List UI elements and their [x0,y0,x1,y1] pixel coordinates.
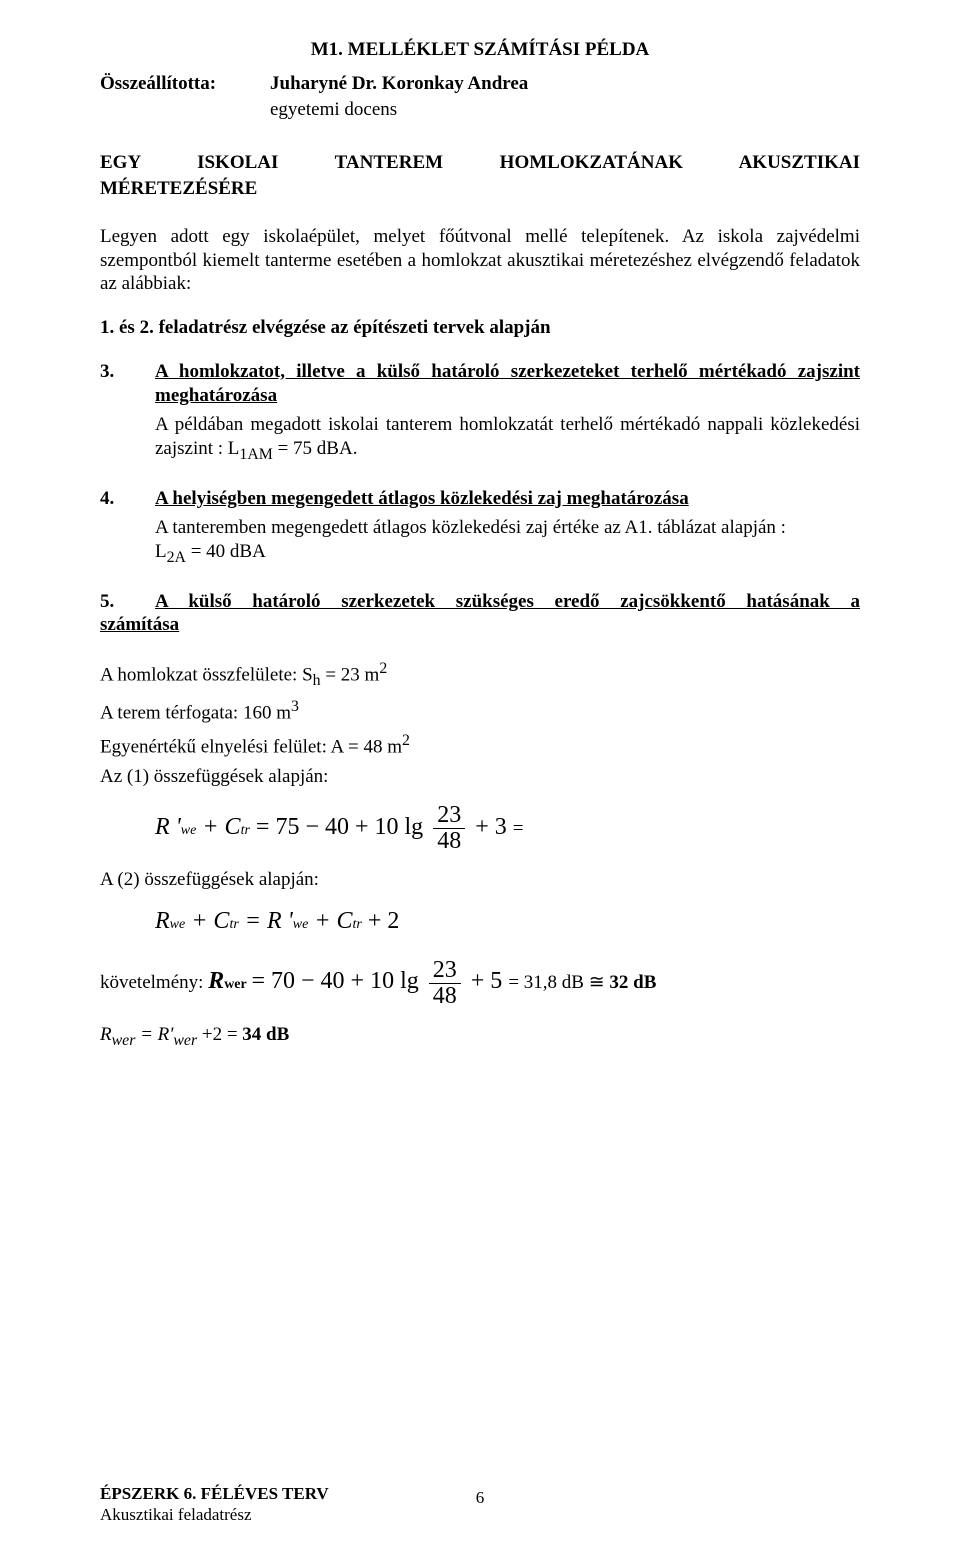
body: = 75 − 40 + 10 lg [250,814,429,840]
section-4-header: 4. A helyiségben megengedett átlagos köz… [100,487,860,511]
subscript: wer [173,1032,197,1049]
section-number: 3. [100,360,155,408]
sym-plus-C: + C [196,814,240,840]
superscript: 2 [379,660,387,677]
equation-1: R 'we + Ctr = 75 − 40 + 10 lg 2348 + 3 = [155,803,860,854]
intro-paragraph: Legyen adott egy iskolaépület, melyet fő… [100,225,860,296]
section-3-body: A példában megadott iskolai tanterem hom… [155,413,860,464]
equals: = [513,818,524,839]
sym-plus-C2: + C [308,908,352,934]
superscript: 2 [402,732,410,749]
sym-R: R [208,968,224,994]
sym-plus-C: + C [185,908,229,934]
section-5-header: 5. A külső határoló szerkezetek szüksége… [100,590,860,638]
subscript: we [293,917,309,932]
doc-heading-line2: MÉRETEZÉSÉRE [100,177,860,201]
tail: + 2 [362,908,400,934]
sym-R: R [155,908,170,934]
subscript: wer [112,1032,136,1049]
section-4-body: A tanteremben megengedett átlagos közlek… [155,516,860,567]
denominator: 48 [429,984,461,1009]
section-title: A helyiségben megengedett átlagos közlek… [155,487,860,511]
page-number: 6 [476,1487,485,1508]
tail: +2 = [197,1024,242,1045]
subscript: we [170,917,186,932]
calc-line-2: A terem térfogata: 160 m3 [100,697,860,725]
author-row: Összeállította: Juharyné Dr. Koronkay An… [100,72,860,96]
superscript: 3 [291,698,299,715]
equation-2: Rwe + Ctr = R 'we + Ctr + 2 [155,906,860,936]
subscript: 2A [167,549,186,566]
calc-line-1: A homlokzat összfelülete: Sh = 23 m2 [100,659,860,691]
text: Egyenértékű elnyelési felület: A = 48 m [100,736,402,757]
eq: = R ' [239,908,293,934]
calc-line-4: Az (1) összefüggések alapján: [100,765,860,789]
subscript: wer [224,977,247,992]
subscript: we [181,823,197,838]
section-title: A külső határoló szerkezetek szükséges e… [155,590,860,614]
label: követelmény: [100,972,208,993]
text: A homlokzat összfelülete: S [100,664,313,685]
section-title: A homlokzatot, illetve a külső határoló … [155,360,860,408]
author-label: Összeállította: [100,72,270,96]
author-role: egyetemi docens [270,98,860,122]
result: 32 dB [609,972,656,993]
section-3-header: 3. A homlokzatot, illetve a külső határo… [100,360,860,408]
section-1-2: 1. és 2. feladatrész elvégzése az építés… [100,316,860,340]
fraction: 2348 [433,803,465,854]
author-name: Juharyné Dr. Koronkay Andrea [270,72,528,96]
text: A tanteremben megengedett átlagos közlek… [155,517,786,538]
text: = 40 dBA [186,541,266,562]
section-number: 4. [100,487,155,511]
mid: = R' [135,1024,173,1045]
sym-R: R ' [155,814,181,840]
subscript: 1AM [239,446,272,463]
page-footer: ÉPSZERK 6. FÉLÉVES TERV Akusztikai felad… [100,1483,860,1526]
calc-line-3: Egyenértékű elnyelési felület: A = 48 m2 [100,731,860,759]
document-page: M1. MELLÉKLET SZÁMÍTÁSI PÉLDA Összeállít… [0,0,960,1561]
page-title: M1. MELLÉKLET SZÁMÍTÁSI PÉLDA [100,38,860,62]
equation-4: Rwer = R'wer +2 = 34 dB [100,1023,860,1051]
section-title-text-b: számítása [100,613,860,637]
equals-text: = 31,8 dB ≅ [508,972,609,993]
doc-heading-line1: EGY ISKOLAI TANTEREM HOMLOKZATÁNAK AKUSZ… [100,151,860,175]
result: 34 dB [242,1024,289,1045]
fraction: 2348 [429,958,461,1009]
calc-line-5: A (2) összefüggések alapján: [100,868,860,892]
sym-R: R [100,1024,112,1045]
text: A terem térfogata: 160 m [100,702,291,723]
text: = 75 dBA. [273,438,358,459]
text: = 23 m [321,664,380,685]
tail: + 3 [469,814,513,840]
text: L [155,541,167,562]
subscript: tr [241,823,250,838]
numerator: 23 [433,803,465,829]
subscript: tr [353,917,362,932]
subscript: h [313,672,321,689]
tail: + 5 [465,968,509,994]
denominator: 48 [433,829,465,854]
numerator: 23 [429,958,461,984]
section-title-text-a: A külső határoló szerkezetek szükséges e… [155,590,860,614]
section-number: 5. [100,590,155,614]
subscript: tr [229,917,238,932]
equation-3: követelmény: Rwer = 70 − 40 + 10 lg 2348… [100,958,860,1009]
body: = 70 − 40 + 10 lg [251,968,424,994]
